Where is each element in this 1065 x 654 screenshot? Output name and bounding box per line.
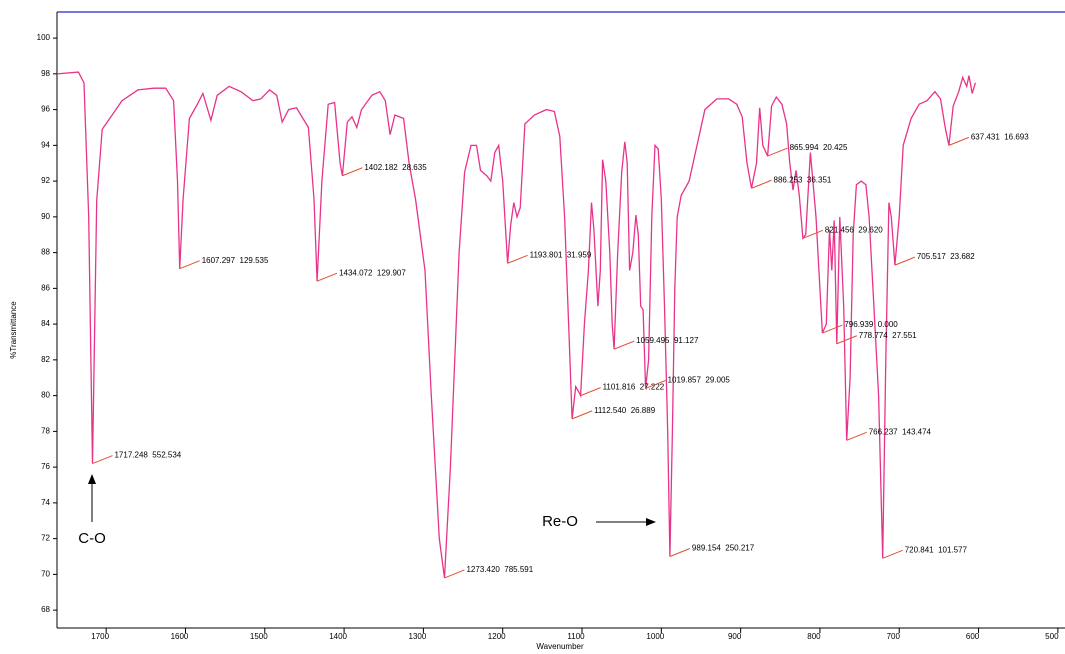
x-tick-label: 1100 [567, 632, 585, 641]
peak-label: 637.431 16.693 [971, 132, 1029, 141]
peak-label: 796.939 0.000 [844, 320, 898, 329]
x-tick-label: 1300 [409, 632, 427, 641]
peak-leader [342, 167, 363, 177]
peak-label: 720.841 101.577 [905, 545, 968, 554]
peak-leader [444, 569, 465, 579]
y-tick-label: 90 [41, 212, 50, 221]
callout: C-O [78, 530, 106, 547]
y-tick-label: 74 [41, 498, 50, 507]
peak-label: 1193.801 31.959 [530, 250, 592, 259]
x-tick-label: 1000 [646, 632, 664, 641]
y-tick-label: 86 [41, 283, 50, 292]
peak-label: 766.237 143.474 [869, 427, 932, 436]
y-tick-label: 92 [41, 176, 50, 185]
spectrum-line [57, 71, 977, 578]
callout: Re-O [542, 513, 578, 530]
peak-leader [645, 380, 666, 389]
peak-leader [751, 179, 772, 189]
peak-label: 1434.072 129.907 [339, 268, 406, 277]
peak-leader [822, 324, 843, 334]
peak-leader [948, 136, 970, 146]
peak-leader [507, 254, 528, 264]
peak-label: 778.774 27.551 [859, 331, 917, 340]
peak-label: 886.253 36.351 [774, 175, 832, 184]
peak-label: 1112.540 26.889 [594, 406, 656, 415]
peak-label: 1101.816 27.222 [603, 383, 665, 392]
peak-leader [580, 387, 601, 397]
y-tick-label: 80 [41, 391, 50, 400]
peak-leader [836, 335, 857, 345]
y-tick-label: 96 [41, 105, 50, 114]
peak-label: 1402.182 28.635 [364, 163, 427, 172]
y-axis-label: %Transmittance [9, 301, 18, 359]
y-tick-label: 78 [41, 426, 50, 435]
peak-label: 1607.297 129.535 [202, 256, 269, 265]
y-tick-label: 84 [41, 319, 50, 328]
y-tick-label: 72 [41, 534, 50, 543]
peak-label: 1059.495 91.127 [636, 336, 699, 345]
peak-leader [571, 410, 593, 420]
peak-label: 1019.857 29.005 [668, 376, 731, 385]
x-tick-label: 1700 [91, 632, 109, 641]
peak-label: 821.456 29.620 [825, 225, 883, 234]
peak-label: 1717.248 552.534 [114, 451, 181, 460]
x-tick-label: 1200 [488, 632, 506, 641]
y-tick-label: 94 [41, 140, 50, 149]
x-tick-label: 700 [887, 632, 901, 641]
arrowhead [88, 474, 96, 484]
y-tick-label: 88 [41, 248, 50, 257]
peak-leader [179, 260, 200, 270]
peak-leader [613, 340, 635, 350]
arrowhead [646, 518, 656, 526]
peak-leader [882, 549, 903, 559]
x-tick-label: 900 [728, 632, 742, 641]
peak-leader [802, 229, 824, 239]
peak-label: 989.154 250.217 [692, 544, 755, 553]
y-tick-label: 82 [41, 355, 50, 364]
peak-leader [846, 431, 867, 441]
y-tick-label: 98 [41, 69, 50, 78]
peak-leader [669, 548, 691, 557]
x-tick-label: 800 [807, 632, 821, 641]
x-axis-label: Wavenumber [536, 642, 584, 651]
peak-label: 1273.420 785.591 [466, 565, 533, 574]
y-tick-label: 76 [41, 462, 50, 471]
y-tick-label: 100 [37, 33, 51, 42]
x-tick-label: 500 [1045, 632, 1059, 641]
y-tick-label: 70 [41, 569, 50, 578]
peak-leader [767, 147, 788, 157]
x-tick-label: 1500 [250, 632, 268, 641]
peak-label: 865.994 20.425 [790, 143, 848, 152]
x-tick-label: 1400 [329, 632, 347, 641]
peak-label: 705.517 23.682 [917, 252, 975, 261]
y-tick-label: 68 [41, 605, 50, 614]
x-tick-label: 1600 [171, 632, 189, 641]
peak-leader [894, 256, 916, 266]
x-tick-label: 600 [966, 632, 980, 641]
peak-leader [316, 272, 338, 282]
peak-leader [92, 455, 113, 465]
